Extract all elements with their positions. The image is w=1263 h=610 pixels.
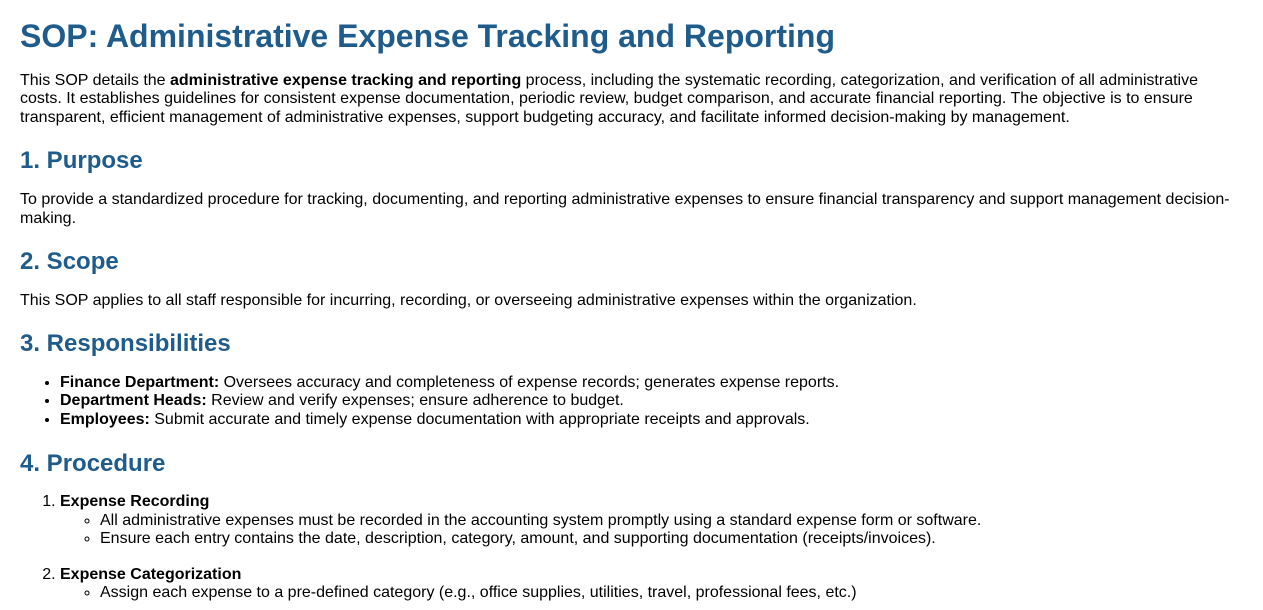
list-item-label: Finance Department: bbox=[60, 373, 220, 391]
procedure-list: Expense Recording All administrative exp… bbox=[20, 493, 1243, 603]
step-title: Expense Categorization bbox=[60, 565, 242, 583]
section-heading-procedure: 4. Procedure bbox=[20, 449, 166, 477]
intro-text-post: process, including the systematic record… bbox=[20, 71, 1198, 126]
scope-paragraph: This SOP applies to all staff responsibl… bbox=[20, 291, 917, 309]
purpose-paragraph: To provide a standardized procedure for … bbox=[20, 191, 1230, 227]
substep-list: Assign each expense to a pre-defined cat… bbox=[60, 584, 1243, 603]
substep-item: Assign each expense to a pre-defined cat… bbox=[100, 584, 1243, 603]
list-item-text: Submit accurate and timely expense docum… bbox=[149, 410, 810, 428]
list-item-employees: Employees: Submit accurate and timely ex… bbox=[60, 411, 1243, 430]
page-title: SOP: Administrative Expense Tracking and… bbox=[20, 18, 835, 54]
list-item-label: Department Heads: bbox=[60, 392, 207, 410]
intro-text-pre: This SOP details the bbox=[20, 71, 170, 89]
list-item-finance-department: Finance Department: Oversees accuracy an… bbox=[60, 374, 1243, 393]
section-heading-purpose: 1. Purpose bbox=[20, 147, 143, 175]
procedure-step-expense-categorization: Expense Categorization Assign each expen… bbox=[60, 566, 1243, 603]
substep-item: Ensure each entry contains the date, des… bbox=[100, 530, 1243, 549]
list-item-department-heads: Department Heads: Review and verify expe… bbox=[60, 392, 1243, 411]
step-title: Expense Recording bbox=[60, 493, 210, 511]
list-item-text: Review and verify expenses; ensure adher… bbox=[206, 392, 624, 410]
intro-text-bold: administrative expense tracking and repo… bbox=[170, 71, 522, 89]
responsibilities-list: Finance Department: Oversees accuracy an… bbox=[20, 374, 1243, 430]
list-item-label: Employees: bbox=[60, 410, 150, 428]
substep-item: All administrative expenses must be reco… bbox=[100, 512, 1243, 531]
intro-paragraph: This SOP details the administrative expe… bbox=[20, 72, 1243, 128]
list-item-text: Oversees accuracy and completeness of ex… bbox=[219, 373, 840, 391]
substep-list: All administrative expenses must be reco… bbox=[60, 512, 1243, 549]
procedure-step-expense-recording: Expense Recording All administrative exp… bbox=[60, 493, 1243, 549]
section-heading-scope: 2. Scope bbox=[20, 248, 119, 276]
section-heading-responsibilities: 3. Responsibilities bbox=[20, 330, 231, 358]
